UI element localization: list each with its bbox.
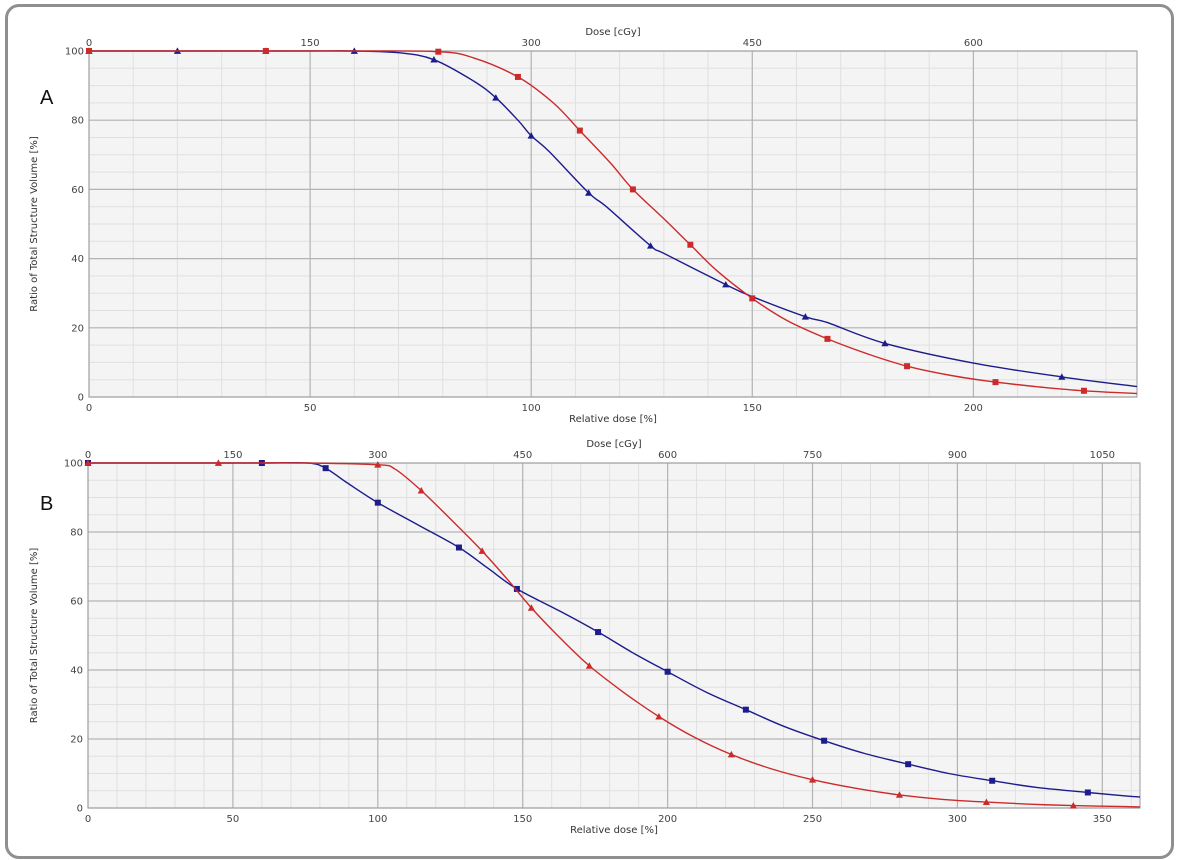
- x-tick-label: 200: [658, 814, 677, 825]
- data-point: [322, 465, 329, 472]
- data-point: [824, 335, 831, 342]
- data-point: [895, 791, 904, 798]
- data-point: [904, 363, 911, 370]
- data-point: [374, 499, 381, 506]
- data-point: [808, 776, 817, 783]
- data-point: [727, 750, 735, 758]
- data-point: [664, 668, 671, 675]
- data-point: [905, 761, 912, 768]
- x2-tick-label: 450: [743, 38, 762, 49]
- data-point: [595, 629, 602, 636]
- data-point: [214, 459, 223, 466]
- data-point: [646, 242, 655, 249]
- x-axis-title: Relative dose [%]: [570, 825, 658, 836]
- data-point: [629, 186, 636, 193]
- y-tick-label: 60: [70, 597, 83, 608]
- series-2: [84, 459, 1141, 809]
- data-point: [585, 662, 593, 669]
- data-point: [722, 280, 730, 288]
- data-point: [585, 189, 593, 196]
- data-point: [430, 56, 438, 63]
- y-tick-label: 60: [71, 185, 84, 196]
- x2-tick-label: 750: [803, 450, 822, 461]
- series-2: [86, 48, 1138, 395]
- data-point: [527, 132, 535, 139]
- x-tick-label: 300: [948, 814, 967, 825]
- x2-tick-label: 150: [223, 450, 242, 461]
- data-point: [1084, 789, 1091, 796]
- data-point: [982, 798, 991, 806]
- data-point: [514, 73, 521, 80]
- data-point: [655, 712, 663, 720]
- data-point: [992, 379, 999, 386]
- data-point: [1080, 387, 1087, 394]
- data-point: [513, 585, 520, 592]
- data-point: [989, 777, 996, 784]
- x-tick-label: 100: [522, 403, 541, 414]
- data-point: [801, 313, 809, 320]
- series-line: [89, 50, 1138, 395]
- y-tick-label: 100: [65, 47, 84, 58]
- x2-tick-label: 300: [522, 38, 541, 49]
- data-point: [455, 544, 462, 551]
- x-tick-label: 0: [85, 814, 91, 825]
- plot-border: [88, 50, 1138, 398]
- y-tick-label: 100: [64, 459, 83, 470]
- data-point: [478, 547, 486, 554]
- data-point: [374, 461, 382, 468]
- data-point: [1058, 373, 1066, 380]
- y-tick-label: 80: [70, 528, 83, 539]
- y-tick-label: 40: [71, 254, 84, 265]
- plot-border: [87, 462, 1141, 809]
- data-point: [881, 339, 889, 347]
- x-tick-label: 350: [1093, 814, 1112, 825]
- y-axis-title: Ratio of Total Structure Volume [%]: [29, 136, 40, 312]
- y-tick-label: 20: [71, 323, 84, 334]
- y-tick-label: 40: [70, 666, 83, 677]
- data-point: [86, 48, 92, 54]
- y-tick-label: 80: [71, 116, 84, 127]
- x-tick-label: 100: [368, 814, 387, 825]
- x2-tick-label: 900: [948, 450, 967, 461]
- data-point: [492, 94, 500, 101]
- x2-tick-label: 0: [85, 450, 91, 461]
- x-tick-label: 150: [743, 403, 762, 414]
- data-point: [435, 48, 442, 55]
- panel-label: B: [40, 493, 53, 515]
- data-point: [821, 737, 828, 744]
- data-point: [687, 241, 694, 248]
- data-point: [742, 706, 749, 713]
- chart-panel-a: 0 50 100 150 200 0 150 300 450 600 0 20 40 60 80 100 Rel…: [29, 27, 1138, 425]
- x2-tick-label: 1050: [1090, 450, 1115, 461]
- data-point: [262, 48, 269, 54]
- x-axis-title: Relative dose [%]: [569, 414, 657, 425]
- x2-tick-label: 450: [513, 450, 532, 461]
- x-tick-label: 50: [227, 814, 240, 825]
- data-point: [417, 487, 425, 494]
- y-tick-label: 0: [77, 804, 83, 815]
- x2-axis-title: Dose [cGy]: [586, 439, 641, 450]
- x2-tick-label: 300: [368, 450, 387, 461]
- data-point: [576, 127, 583, 134]
- x2-tick-label: 150: [301, 38, 320, 49]
- panel-label: A: [40, 87, 54, 109]
- y-axis-title: Ratio of Total Structure Volume [%]: [29, 548, 40, 724]
- y-tick-label: 20: [70, 735, 83, 746]
- x-tick-label: 150: [513, 814, 532, 825]
- x-tick-label: 0: [86, 403, 92, 414]
- data-point: [84, 459, 92, 466]
- x2-tick-label: 600: [964, 38, 983, 49]
- x-tick-label: 50: [304, 403, 317, 414]
- y-tick-label: 0: [78, 393, 84, 404]
- data-point: [527, 604, 536, 611]
- data-point: [749, 295, 756, 302]
- data-point: [1069, 801, 1077, 809]
- x2-axis-title: Dose [cGy]: [585, 27, 640, 38]
- x2-tick-label: 600: [658, 450, 677, 461]
- x2-tick-label: 0: [86, 38, 92, 49]
- x-tick-label: 200: [964, 403, 983, 414]
- x-tick-label: 250: [803, 814, 822, 825]
